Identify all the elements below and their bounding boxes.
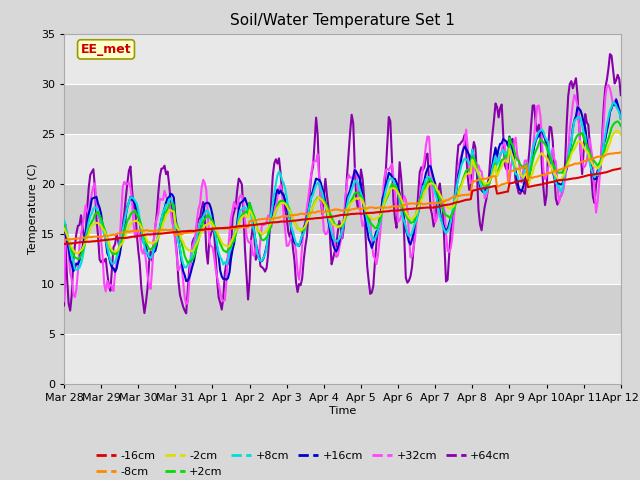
-8cm xyxy=(60,238,68,243)
Line: +2cm: +2cm xyxy=(64,121,621,263)
+8cm xyxy=(165,196,173,202)
+32cm xyxy=(617,108,625,114)
Line: +32cm: +32cm xyxy=(64,85,621,304)
+64cm xyxy=(606,51,614,57)
+8cm xyxy=(72,267,80,273)
+8cm xyxy=(550,173,558,179)
-2cm xyxy=(74,251,82,256)
+2cm xyxy=(60,222,68,228)
Line: -8cm: -8cm xyxy=(64,153,621,240)
Y-axis label: Temperature (C): Temperature (C) xyxy=(28,163,38,254)
-2cm xyxy=(410,215,417,220)
+64cm xyxy=(60,302,68,308)
+2cm xyxy=(397,199,405,204)
Bar xyxy=(64,34,621,84)
-2cm xyxy=(77,248,85,253)
Bar xyxy=(64,284,621,334)
+64cm xyxy=(182,311,190,316)
-8cm xyxy=(76,236,83,241)
-2cm xyxy=(60,226,68,231)
+2cm xyxy=(617,123,625,129)
+32cm xyxy=(164,198,172,204)
-16cm xyxy=(76,240,83,245)
+2cm xyxy=(614,119,621,124)
-2cm xyxy=(550,170,558,176)
+2cm xyxy=(184,260,191,266)
Bar xyxy=(64,134,621,184)
+64cm xyxy=(379,203,387,209)
Line: +16cm: +16cm xyxy=(64,99,621,281)
+2cm xyxy=(76,256,83,262)
Title: Soil/Water Temperature Set 1: Soil/Water Temperature Set 1 xyxy=(230,13,455,28)
+32cm xyxy=(76,244,83,250)
+64cm xyxy=(410,246,417,252)
+32cm xyxy=(60,298,68,304)
-16cm xyxy=(164,230,172,236)
+8cm xyxy=(60,217,68,223)
-16cm xyxy=(377,209,385,215)
+16cm xyxy=(164,195,172,201)
+64cm xyxy=(617,92,625,98)
Bar xyxy=(64,184,621,234)
-2cm xyxy=(379,205,387,211)
+16cm xyxy=(550,175,558,180)
-2cm xyxy=(397,196,405,202)
Line: +64cm: +64cm xyxy=(64,54,621,313)
+64cm xyxy=(397,175,405,180)
+8cm xyxy=(609,99,617,105)
Line: -2cm: -2cm xyxy=(64,131,621,253)
Bar xyxy=(64,84,621,134)
-8cm xyxy=(377,204,385,210)
Bar xyxy=(64,334,621,384)
+8cm xyxy=(617,116,625,121)
-16cm xyxy=(408,206,416,212)
-2cm xyxy=(617,132,625,137)
+8cm xyxy=(379,203,387,209)
-16cm xyxy=(396,207,403,213)
-8cm xyxy=(396,204,403,209)
+2cm xyxy=(550,164,558,169)
Legend: -16cm, -8cm, -2cm, +2cm, +8cm, +16cm, +32cm, +64cm: -16cm, -8cm, -2cm, +2cm, +8cm, +16cm, +3… xyxy=(96,451,511,477)
+32cm xyxy=(550,156,558,162)
+8cm xyxy=(397,207,405,213)
-8cm xyxy=(164,227,172,233)
+32cm xyxy=(397,214,405,219)
Bar xyxy=(64,234,621,284)
+2cm xyxy=(410,219,417,225)
+8cm xyxy=(410,225,417,231)
+64cm xyxy=(550,171,558,177)
+64cm xyxy=(76,222,83,228)
+32cm xyxy=(379,195,387,201)
-2cm xyxy=(612,128,620,133)
-2cm xyxy=(165,208,173,214)
-16cm xyxy=(617,166,625,171)
-16cm xyxy=(60,241,68,247)
+16cm xyxy=(612,96,620,102)
+32cm xyxy=(605,82,612,88)
+16cm xyxy=(617,116,625,121)
+2cm xyxy=(164,206,172,212)
-8cm xyxy=(408,201,416,206)
Line: -16cm: -16cm xyxy=(64,168,621,244)
+64cm xyxy=(164,168,172,174)
-8cm xyxy=(549,169,557,175)
+16cm xyxy=(410,230,417,236)
+16cm xyxy=(60,219,68,225)
+8cm xyxy=(77,261,85,266)
+16cm xyxy=(397,200,405,205)
+16cm xyxy=(379,195,387,201)
+2cm xyxy=(379,206,387,212)
X-axis label: Time: Time xyxy=(329,406,356,416)
-16cm xyxy=(549,179,557,185)
+32cm xyxy=(182,301,190,307)
+16cm xyxy=(182,278,190,284)
+32cm xyxy=(410,246,417,252)
+16cm xyxy=(76,258,83,264)
Text: EE_met: EE_met xyxy=(81,43,131,56)
-8cm xyxy=(617,150,625,156)
Line: +8cm: +8cm xyxy=(64,102,621,270)
